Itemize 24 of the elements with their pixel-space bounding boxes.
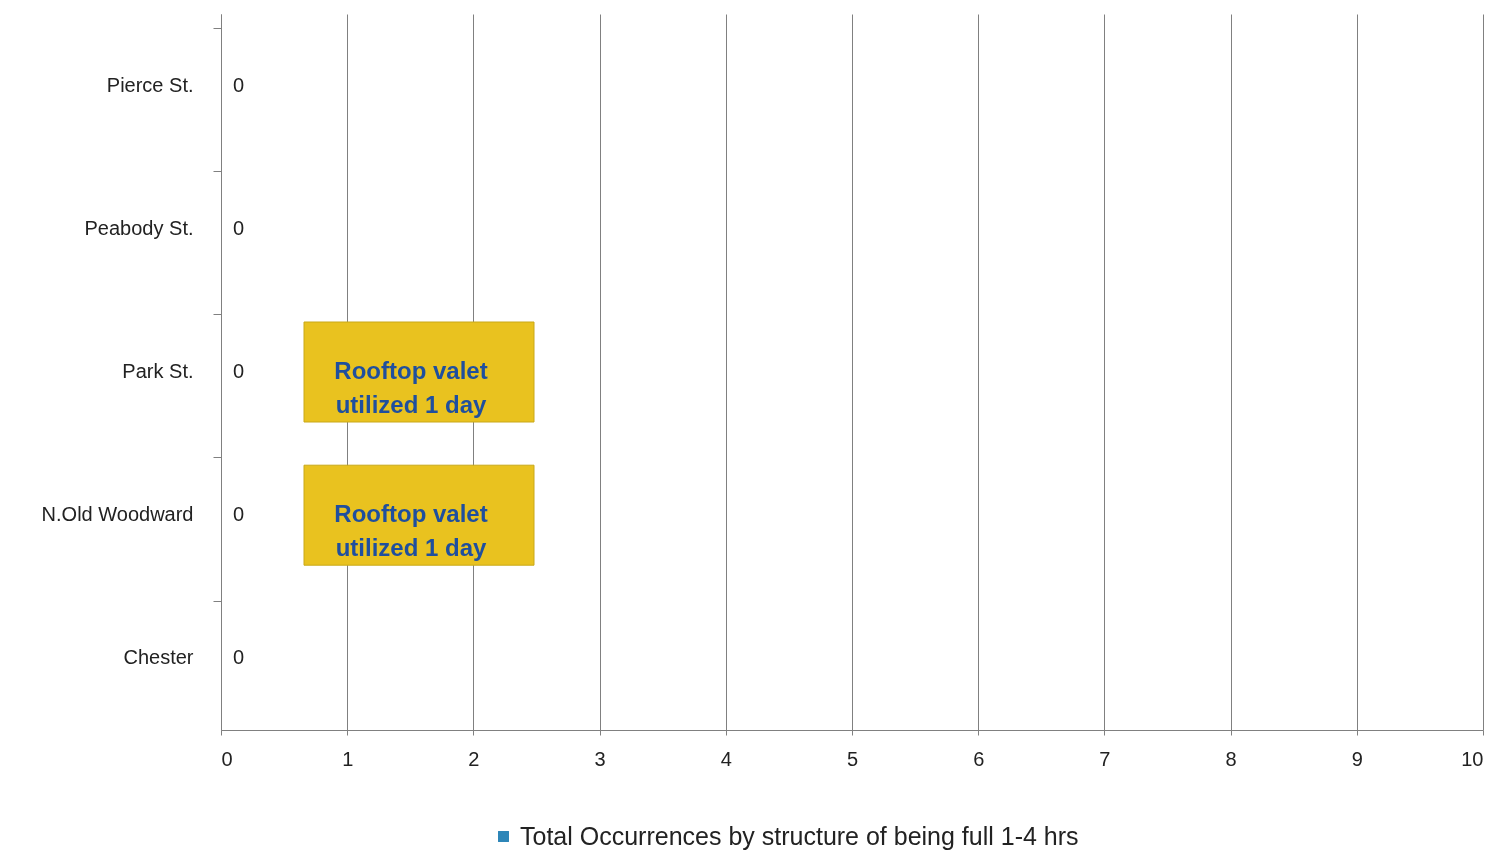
- y-tick-label: Park St.: [122, 360, 194, 382]
- y-tick-label: Peabody St.: [84, 216, 194, 239]
- x-tick-label: 4: [720, 747, 732, 770]
- y-tick-label: Pierce St.: [106, 73, 194, 96]
- x-tick-label: 10: [1461, 747, 1484, 770]
- data-label: 0: [233, 216, 245, 239]
- x-tick-label: 2: [468, 747, 480, 770]
- x-tick-label: 9: [1351, 747, 1363, 770]
- x-tick-label: 0: [221, 747, 233, 770]
- x-tick-label: 7: [1099, 747, 1111, 770]
- data-label: 0: [233, 503, 245, 526]
- data-label: 0: [233, 73, 245, 96]
- legend-label: Total Occurrences by structure of being full 1-4 hrs: [520, 821, 1079, 850]
- data-label: 0: [233, 646, 245, 669]
- annotation: Rooftop valet utilized 1 day: [334, 500, 488, 562]
- x-tick-label: 3: [594, 747, 606, 770]
- y-tick-label: N.Old Woodward: [41, 503, 194, 526]
- x-tick-label: 1: [342, 747, 354, 770]
- y-tick-label: Chester: [123, 646, 194, 669]
- data-label: 0: [233, 360, 245, 382]
- annotation: Rooftop valet utilized 1 day: [334, 357, 488, 418]
- x-tick-label: 8: [1225, 747, 1237, 770]
- x-tick-label: 5: [846, 747, 859, 770]
- x-tick-label: 6: [973, 747, 985, 770]
